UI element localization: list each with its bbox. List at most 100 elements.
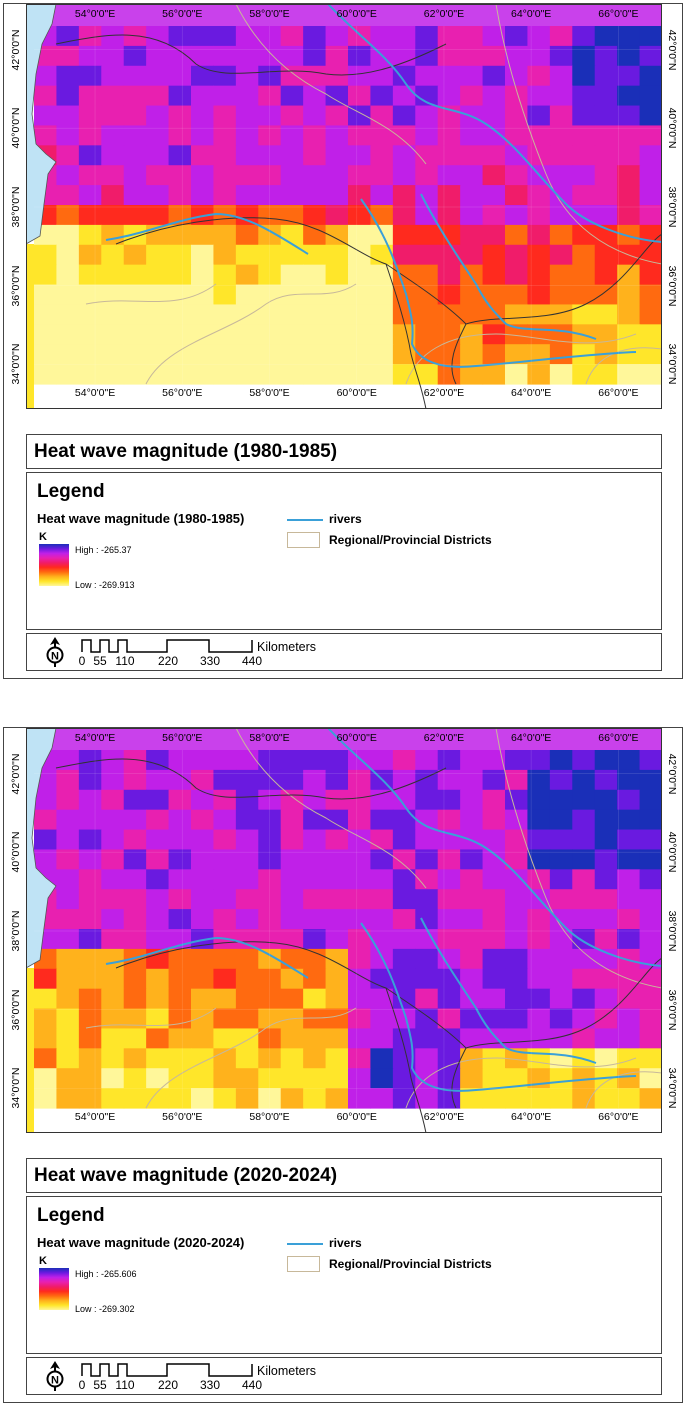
longitude-label-bottom: 58°0'0"E [249, 1111, 290, 1123]
raster-map [26, 728, 662, 1133]
longitude-label-bottom: 56°0'0"E [162, 1111, 203, 1123]
legend-high-label: High : -265.37 [75, 545, 132, 555]
latitude-label-right: 40°0'0"N [666, 107, 678, 149]
longitude-label-top: 62°0'0"E [423, 8, 465, 20]
scale-tick: 440 [241, 1378, 263, 1392]
latitude-label-right: 42°0'0"N [666, 29, 678, 71]
latitude-label-right: 34°0'0"N [666, 1067, 678, 1109]
color-ramp [39, 1268, 69, 1310]
latitude-label-right: 38°0'0"N [666, 186, 678, 228]
legend: Legend Heat wave magnitude (2020-2024) K… [26, 1196, 662, 1354]
map-panel-2020-2024: 54°0'0"E 54°0'0"E 56°0'0"E 56°0'0"E 58°0'0"E… [3, 727, 683, 1403]
latitude-label-left: 36°0'0"N [10, 265, 22, 307]
north-arrow-icon: N [46, 637, 64, 667]
latitude-label-right: 36°0'0"N [666, 265, 678, 307]
scale-bar-icon [81, 1363, 253, 1377]
legend-heading: Legend [37, 1205, 105, 1226]
latitude-label-left: 40°0'0"N [10, 107, 22, 149]
longitude-label-bottom: 56°0'0"E [162, 387, 203, 399]
longitude-label-bottom: 58°0'0"E [249, 387, 290, 399]
longitude-label-top: 54°0'0"E [74, 732, 116, 744]
legend: Legend Heat wave magnitude (1980-1985) K… [26, 472, 662, 630]
legend-low-label: Low : -269.302 [75, 1304, 135, 1314]
scale-tick: 55 [93, 654, 107, 668]
north-label: N [51, 1375, 59, 1387]
map-panel-1980-1985: 54°0'0"E 54°0'0"E 56°0'0"E 56°0'0"E 58°0'0"E… [3, 3, 683, 679]
legend-layer-name: Heat wave magnitude (1980-1985) [37, 511, 245, 526]
longitude-label-top: 56°0'0"E [162, 8, 203, 20]
color-ramp [39, 544, 69, 586]
legend-unit: K [39, 1255, 47, 1267]
longitude-label-bottom: 54°0'0"E [74, 387, 116, 399]
latitude-label-left: 40°0'0"N [10, 831, 22, 873]
scale-unit: Kilometers [257, 640, 317, 654]
map-title-box: Heat wave magnitude (1980-1985) [26, 434, 662, 469]
longitude-label-bottom: 54°0'0"E [74, 1111, 116, 1123]
longitude-label-bottom: 62°0'0"E [423, 387, 465, 399]
scale-tick: 55 [93, 1378, 107, 1392]
legend-layer-name: Heat wave magnitude (2020-2024) [37, 1235, 245, 1250]
districts-symbol [287, 532, 320, 548]
districts-label: Regional/Provincial Districts [329, 1257, 492, 1271]
longitude-label-top: 62°0'0"E [423, 732, 465, 744]
rivers-symbol [287, 1243, 323, 1245]
raster-map [26, 4, 662, 409]
rivers-label: rivers [329, 1236, 362, 1250]
longitude-label-top: 56°0'0"E [162, 732, 203, 744]
longitude-label-top: 60°0'0"E [336, 8, 377, 20]
longitude-label-top: 58°0'0"E [249, 732, 290, 744]
heat-wave-map-2020-2024: 54°0'0"E 54°0'0"E 56°0'0"E 56°0'0"E 58°0'0"E… [10, 728, 678, 1133]
districts-symbol [287, 1256, 320, 1272]
scale-tick: 440 [241, 654, 263, 668]
longitude-label-bottom: 60°0'0"E [336, 1111, 377, 1123]
scale-tick: 220 [157, 1378, 179, 1392]
legend-heading: Legend [37, 481, 105, 502]
longitude-label-bottom: 66°0'0"E [598, 1111, 639, 1123]
longitude-label-bottom: 60°0'0"E [336, 387, 377, 399]
longitude-label-bottom: 64°0'0"E [511, 387, 552, 399]
scale-tick: 110 [115, 1378, 135, 1392]
longitude-label-top: 54°0'0"E [74, 8, 116, 20]
longitude-label-top: 64°0'0"E [511, 732, 552, 744]
longitude-label-bottom: 64°0'0"E [511, 1111, 552, 1123]
north-label: N [51, 651, 59, 663]
heat-wave-map-1980-1985: 54°0'0"E 54°0'0"E 56°0'0"E 56°0'0"E 58°0'0"E… [10, 4, 678, 409]
latitude-label-left: 38°0'0"N [10, 910, 22, 952]
longitude-label-bottom: 62°0'0"E [423, 1111, 465, 1123]
scale-bar-box: N 0 55 110 220 330 440 Kilometers [26, 1357, 662, 1395]
latitude-label-right: 36°0'0"N [666, 989, 678, 1031]
latitude-label-right: 40°0'0"N [666, 831, 678, 873]
rivers-symbol [287, 519, 323, 521]
scale-tick: 330 [199, 1378, 221, 1392]
districts-label: Regional/Provincial Districts [329, 533, 492, 547]
scale-tick: 220 [157, 654, 179, 668]
latitude-label-left: 36°0'0"N [10, 989, 22, 1031]
scale-bar-box: N 0 55 110 220 330 440 Kilometers [26, 633, 662, 671]
longitude-label-bottom: 66°0'0"E [598, 387, 639, 399]
longitude-label-top: 58°0'0"E [249, 8, 290, 20]
map-title: Heat wave magnitude (1980-1985) [34, 441, 338, 462]
latitude-label-right: 34°0'0"N [666, 343, 678, 385]
latitude-label-left: 42°0'0"N [10, 29, 22, 71]
north-arrow-icon: N [46, 1361, 64, 1391]
longitude-label-top: 64°0'0"E [511, 8, 552, 20]
latitude-label-left: 38°0'0"N [10, 186, 22, 228]
longitude-label-top: 66°0'0"E [598, 732, 639, 744]
rivers-label: rivers [329, 512, 362, 526]
scale-tick: 110 [115, 654, 135, 668]
latitude-label-right: 42°0'0"N [666, 753, 678, 795]
map-title: Heat wave magnitude (2020-2024) [34, 1165, 338, 1186]
latitude-label-right: 38°0'0"N [666, 910, 678, 952]
scale-tick: 0 [78, 654, 86, 668]
latitude-label-left: 34°0'0"N [10, 343, 22, 385]
latitude-label-left: 34°0'0"N [10, 1067, 22, 1109]
scale-tick: 330 [199, 654, 221, 668]
legend-low-label: Low : -269.913 [75, 580, 135, 590]
scale-tick: 0 [78, 1378, 86, 1392]
longitude-label-top: 60°0'0"E [336, 732, 377, 744]
legend-unit: K [39, 531, 47, 543]
longitude-label-top: 66°0'0"E [598, 8, 639, 20]
map-title-box: Heat wave magnitude (2020-2024) [26, 1158, 662, 1193]
scale-bar-icon [81, 639, 253, 653]
latitude-label-left: 42°0'0"N [10, 753, 22, 795]
